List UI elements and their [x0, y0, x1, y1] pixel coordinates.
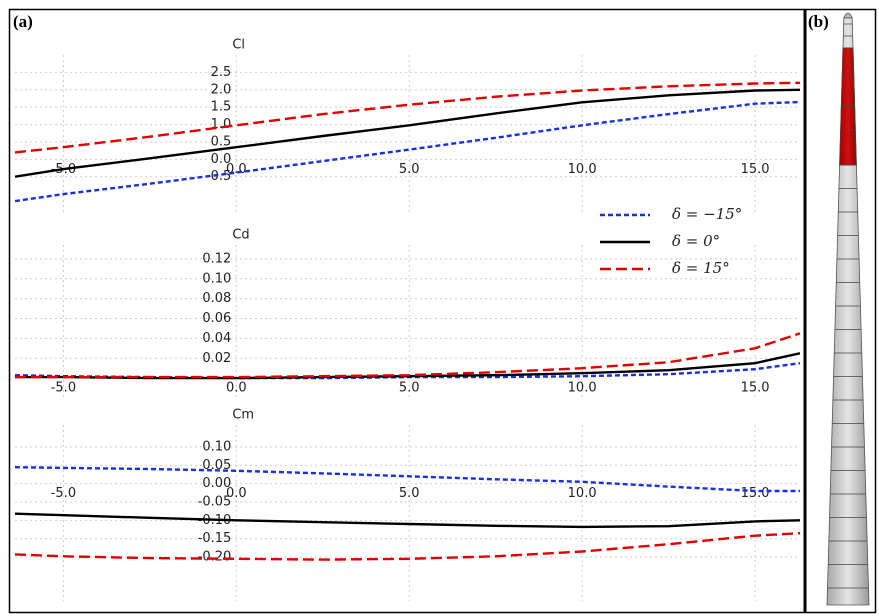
x-tick-label: 5.0: [399, 162, 420, 177]
x-tick-label: -5.0: [51, 486, 76, 501]
x-tick-label: 0.0: [226, 486, 247, 501]
x-tick-label: 5.0: [399, 486, 420, 501]
y-tick-label: -0.20: [198, 550, 232, 565]
legend-label: δ = 15°: [672, 259, 730, 277]
series-line: [15, 532, 800, 561]
figure-border: [8, 8, 877, 614]
legend-label: δ = −15°: [672, 205, 742, 223]
x-tick-label: 5.0: [399, 381, 420, 396]
series-line: [15, 88, 800, 178]
y-tick-label: 0.04: [202, 331, 231, 346]
panel-label: (a): [13, 12, 33, 31]
y-axis-label: Cm: [232, 408, 254, 423]
y-tick-label: 0.02: [202, 351, 231, 366]
x-tick-label: 15.0: [741, 162, 770, 177]
series-line: [15, 466, 800, 493]
x-tick-label: 10.0: [568, 162, 597, 177]
x-tick-label: 0.0: [226, 381, 247, 396]
y-axis-label: Cd: [232, 228, 249, 243]
panel-label: (b): [808, 12, 829, 31]
series-line: [15, 100, 800, 203]
blade-diagram: [826, 12, 870, 606]
series-line: [15, 332, 800, 379]
x-tick-label: 15.0: [741, 381, 770, 396]
y-axis-label: Cl: [232, 38, 245, 53]
y-tick-label: 2.5: [211, 65, 232, 80]
y-tick-label: 0.08: [202, 291, 231, 306]
y-tick-label: 2.0: [211, 82, 232, 97]
series-line: [15, 81, 800, 154]
y-tick-label: 0.0: [211, 152, 232, 167]
y-tick-label: 0.5: [211, 134, 232, 149]
legend-label: δ = 0°: [672, 232, 720, 250]
y-tick-label: -0.15: [198, 531, 232, 546]
x-tick-label: 15.0: [741, 486, 770, 501]
x-tick-label: 0.0: [226, 162, 247, 177]
blade-tip: [843, 12, 853, 19]
y-tick-label: 1.5: [211, 100, 232, 115]
y-tick-label: 0.10: [202, 440, 231, 455]
y-tick-label: 0.00: [202, 476, 231, 491]
x-tick-label: -5.0: [51, 381, 76, 396]
y-tick-label: 0.10: [202, 271, 231, 286]
y-tick-label: 1.0: [211, 117, 232, 132]
series-line: [15, 512, 800, 529]
y-tick-label: 0.06: [202, 311, 231, 326]
x-tick-label: 10.0: [568, 381, 597, 396]
y-tick-label: 0.12: [202, 251, 231, 266]
x-tick-label: 10.0: [568, 486, 597, 501]
y-tick-label: -0.05: [198, 495, 232, 510]
